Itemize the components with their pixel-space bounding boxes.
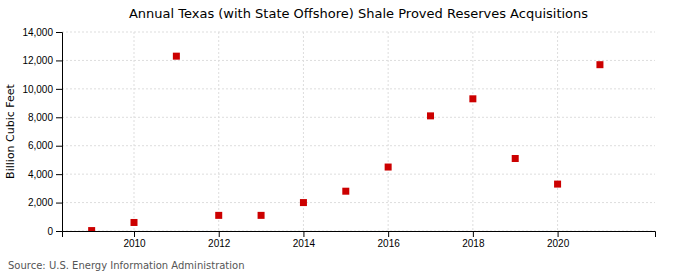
y-tick-label: 6,000 xyxy=(28,140,53,151)
x-tick-label: 2020 xyxy=(547,238,570,249)
grid-line-y xyxy=(62,32,655,33)
x-tick: 2016 xyxy=(378,231,401,249)
y-tick-label: 10,000 xyxy=(22,84,53,95)
point xyxy=(385,164,392,171)
point xyxy=(258,212,265,219)
point xyxy=(131,219,138,226)
y-tick-label: 4,000 xyxy=(28,169,53,180)
x-tick-label: 2016 xyxy=(378,238,401,249)
y-tick-mark xyxy=(56,231,62,232)
grid xyxy=(62,32,655,231)
y-tick-mark xyxy=(56,174,62,175)
x-tick-label: 2012 xyxy=(208,238,231,249)
y-tick: 6,000 xyxy=(28,140,62,151)
point xyxy=(342,188,349,195)
y-tick-mark xyxy=(56,32,62,33)
point xyxy=(596,61,603,68)
grid-line-x xyxy=(388,32,389,231)
point xyxy=(427,112,434,119)
y-tick: 2,000 xyxy=(28,197,62,208)
y-tick: 10,000 xyxy=(22,84,62,95)
x-tick-label: 2010 xyxy=(123,238,146,249)
grid-line-x xyxy=(134,32,135,231)
grid-line-y xyxy=(62,145,655,146)
y-tick-label: 0 xyxy=(47,226,53,237)
y-tick-label: 8,000 xyxy=(28,112,53,123)
y-tick-label: 12,000 xyxy=(22,55,53,66)
chart: 2010 2012 2014 2016 2018 2020 0 2,000 4,000 6,000… xyxy=(0,0,675,275)
y-tick: 4,000 xyxy=(28,169,62,180)
y-tick-mark xyxy=(56,203,62,204)
title: Annual Texas (with State Offshore) Shale… xyxy=(129,6,588,21)
x-tick: 2020 xyxy=(547,231,570,249)
y-tick-mark xyxy=(56,60,62,61)
y-axis-line xyxy=(56,33,63,232)
annotation: Source: U.S. Energy Information Administ… xyxy=(8,260,245,271)
grid-line-y xyxy=(62,117,655,118)
grid-line-y xyxy=(62,88,655,89)
y-tick-mark xyxy=(56,117,62,118)
x-tick-label: 2014 xyxy=(293,238,316,249)
points xyxy=(88,53,603,231)
grid-line-x xyxy=(557,32,558,231)
x-tick: 2012 xyxy=(208,231,231,249)
x-tick-mark xyxy=(388,231,389,237)
x-axis: 2010 2012 2014 2016 2018 2020 xyxy=(63,231,656,249)
y-tick-label: 2,000 xyxy=(28,197,53,208)
x-tick: 2014 xyxy=(293,231,316,249)
plot: 2010 2012 2014 2016 2018 2020 0 2,000 4,000 6,000… xyxy=(22,27,655,249)
x-tick-mark xyxy=(303,231,304,237)
y-tick: 14,000 xyxy=(22,27,62,38)
y-tick: 0 xyxy=(47,226,62,237)
x-tick-label: 2018 xyxy=(462,238,485,249)
y-tick: 12,000 xyxy=(22,55,62,66)
y-tick-label: 14,000 xyxy=(22,27,53,38)
point xyxy=(215,212,222,219)
y-axis-title: Billion Cubic Feet xyxy=(4,83,17,178)
grid-line-y xyxy=(62,202,655,203)
x-tick-mark xyxy=(473,231,474,237)
point xyxy=(300,199,307,206)
x-tick-mark xyxy=(558,231,559,237)
y-axis: 0 2,000 4,000 6,000 8,000 10,000 12,000 14,000 xyxy=(22,27,62,237)
x-tick-mark xyxy=(219,231,220,237)
point xyxy=(554,181,561,188)
y-tick-mark xyxy=(56,89,62,90)
x-axis-line xyxy=(63,232,656,238)
point xyxy=(88,227,95,231)
y-tick-mark xyxy=(56,146,62,147)
grid-line-y xyxy=(62,60,655,61)
point xyxy=(173,53,180,60)
x-tick: 2018 xyxy=(462,231,485,249)
grid-line-y xyxy=(62,174,655,175)
y-tick: 8,000 xyxy=(28,112,62,123)
x-tick: 2010 xyxy=(123,231,146,249)
x-tick-mark xyxy=(134,231,135,237)
point xyxy=(469,95,476,102)
grid-line-x xyxy=(472,32,473,231)
grid-line-x xyxy=(218,32,219,231)
point xyxy=(512,155,519,162)
